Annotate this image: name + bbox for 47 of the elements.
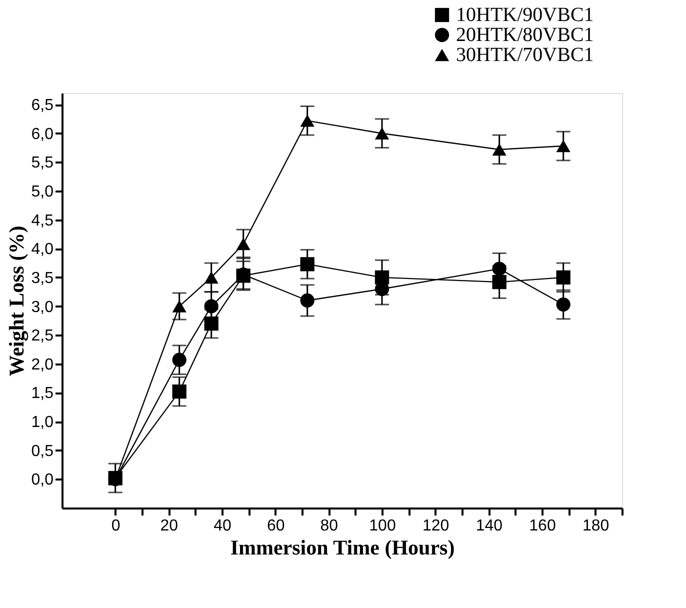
x-tick-label: 40 <box>214 518 232 534</box>
y-tick-label: 3,0 <box>31 298 54 316</box>
point <box>492 262 506 276</box>
point <box>300 257 314 272</box>
point <box>374 270 390 285</box>
legend-label: 10HTK/90VBC1 <box>456 4 594 26</box>
x-tick-label: 140 <box>476 518 503 534</box>
point <box>492 143 506 156</box>
point <box>492 274 506 290</box>
point <box>204 299 218 314</box>
x-tick-label: 160 <box>529 518 556 534</box>
point <box>556 140 570 152</box>
y-tick-label: 6,0 <box>31 126 54 143</box>
y-tick-label: 4,0 <box>31 241 54 258</box>
point <box>172 300 186 312</box>
x-axis-title: Immersion Time (Hours) <box>230 536 455 560</box>
y-tick-label: 0,5 <box>31 442 54 460</box>
y-tick-label: 2,0 <box>31 356 54 374</box>
x-tick-label: 80 <box>320 518 338 534</box>
y-tick-label: 2,5 <box>31 328 54 345</box>
point <box>374 127 390 140</box>
point <box>556 270 570 285</box>
point <box>556 297 570 312</box>
legend-label: 20HTK/80VBC1 <box>456 24 594 46</box>
y-axis-title: Weight Loss (%) <box>4 226 28 376</box>
x-tick-label: 20 <box>160 518 178 534</box>
point <box>204 271 218 284</box>
point <box>236 238 250 250</box>
point <box>300 114 314 127</box>
y-tick-label: 0,0 <box>31 472 54 489</box>
point <box>172 352 186 367</box>
y-tick-label: 5,0 <box>31 183 54 200</box>
y-tick-label: 1,5 <box>31 385 54 402</box>
x-tick-label: 60 <box>266 518 285 534</box>
x-tick-label: 100 <box>369 518 396 534</box>
y-tick-label: 6,5 <box>31 97 54 114</box>
x-tick-label: 0 <box>111 518 120 534</box>
x-tick-label: 180 <box>582 518 610 534</box>
legend-label: 30HTK/70VBC1 <box>456 44 594 66</box>
point <box>204 316 218 331</box>
y-tick-label: 3,5 <box>31 270 54 287</box>
point <box>172 384 186 399</box>
y-tick-label: 4,5 <box>31 212 54 230</box>
y-tick-label: 5,5 <box>31 154 54 172</box>
point <box>300 293 314 308</box>
x-tick-label: 120 <box>422 518 450 534</box>
y-tick-label: 1,0 <box>31 414 54 432</box>
